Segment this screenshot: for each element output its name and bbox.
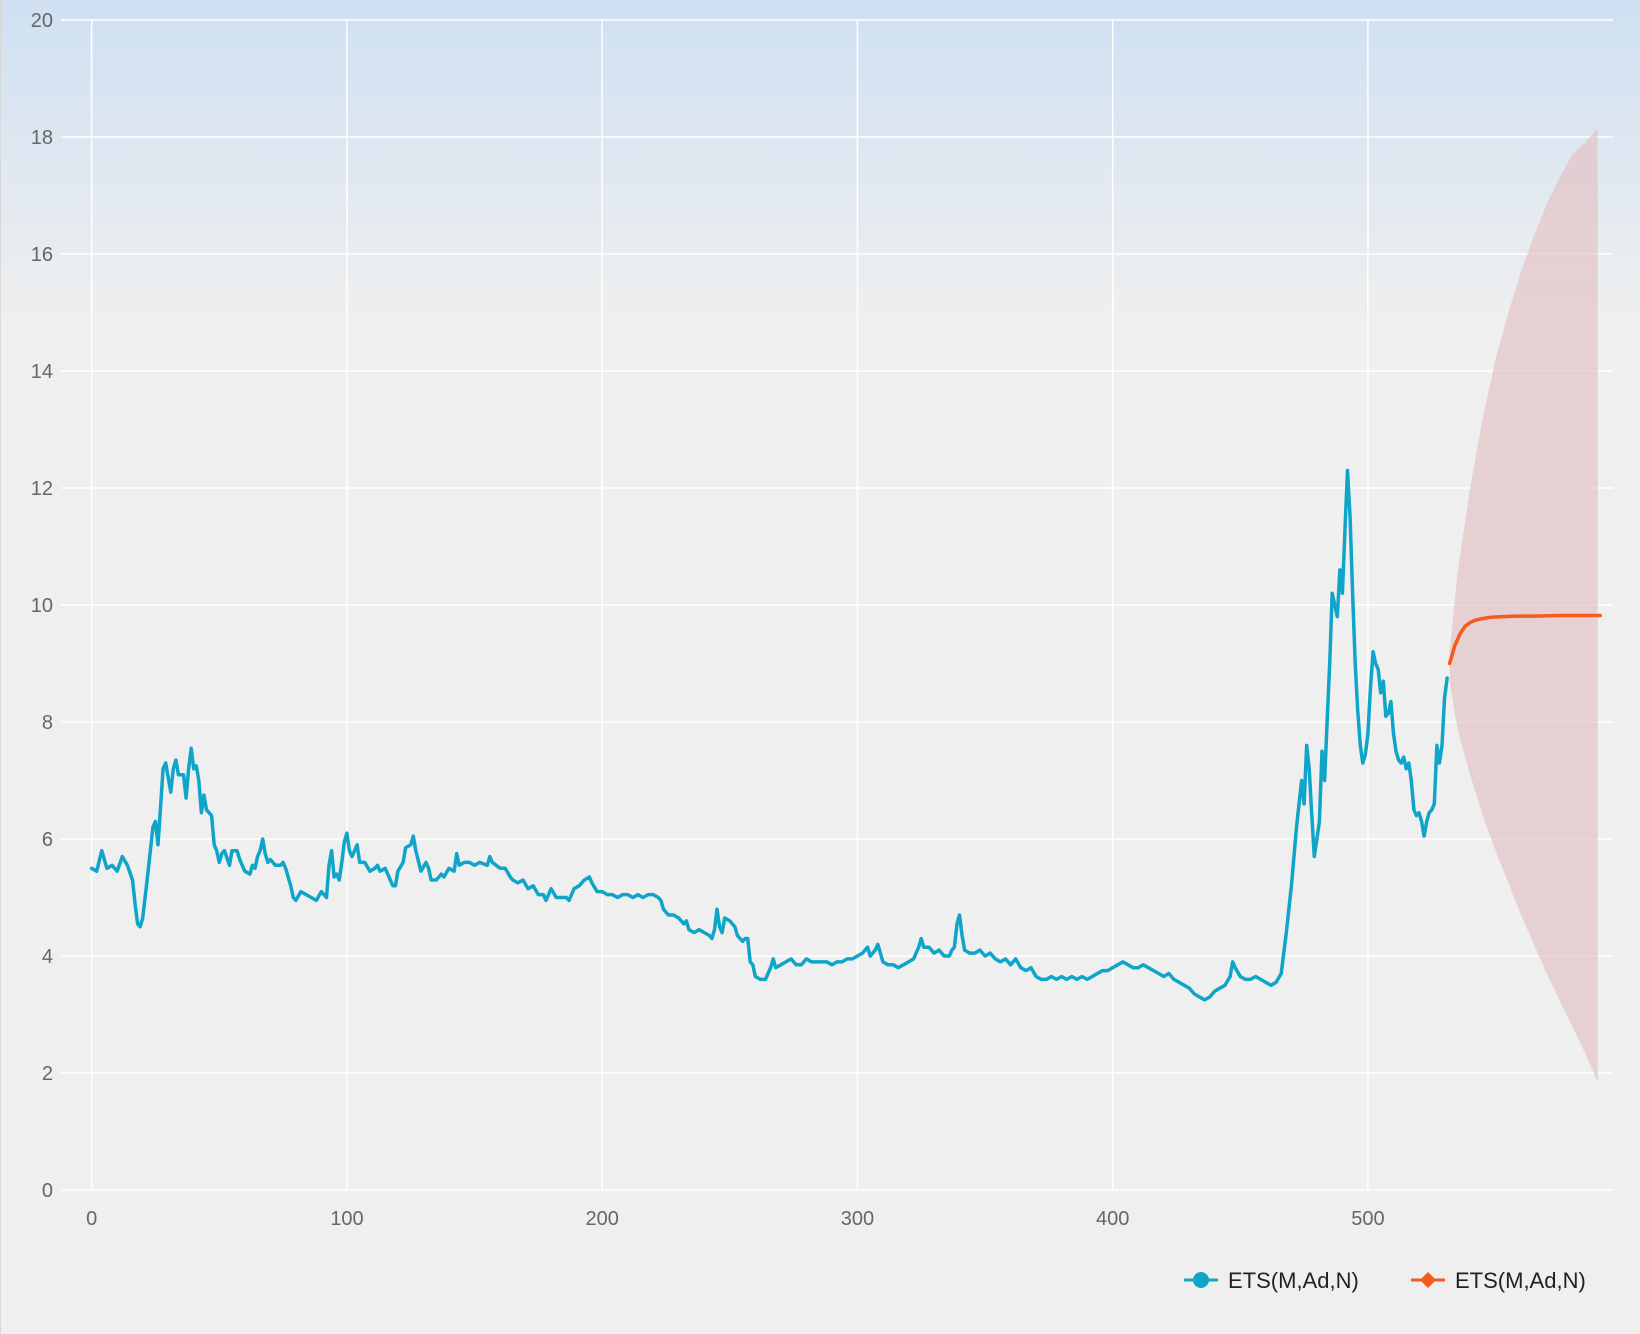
y-tick-label: 0 (42, 1180, 53, 1202)
legend-label: ETS(M,Ad,N) (1228, 1268, 1359, 1293)
y-tick-label: 14 (31, 361, 53, 383)
x-tick-label: 0 (86, 1208, 97, 1230)
y-tick-label: 6 (42, 829, 53, 851)
x-tick-label: 500 (1351, 1208, 1384, 1230)
y-tick-label: 12 (31, 478, 53, 500)
legend-item-forecast[interactable]: ETS(M,Ad,N) (1411, 1268, 1586, 1293)
forecast-series-line (1447, 613, 1602, 666)
y-tick-label: 18 (31, 127, 53, 149)
y-tick-label: 20 (31, 10, 53, 32)
x-tick-label: 300 (841, 1208, 874, 1230)
prediction-band (1449, 128, 1598, 1082)
history-series-line (89, 468, 1449, 1002)
series (89, 468, 1602, 1002)
legend-circle-marker (1193, 1272, 1209, 1288)
y-tick-label: 16 (31, 244, 53, 266)
y-tick-label: 8 (42, 712, 53, 734)
x-tick-label: 100 (330, 1208, 363, 1230)
x-tick-label: 200 (585, 1208, 618, 1230)
prediction-interval-band (1449, 128, 1598, 1082)
grid (61, 19, 1613, 1191)
x-tick-label: 400 (1096, 1208, 1129, 1230)
legend-item-history[interactable]: ETS(M,Ad,N) (1184, 1268, 1359, 1293)
legend[interactable]: ETS(M,Ad,N) ETS(M,Ad,N) (1184, 1268, 1586, 1293)
legend-label: ETS(M,Ad,N) (1455, 1268, 1586, 1293)
y-tick-label: 2 (42, 1063, 53, 1085)
y-tick-label: 10 (31, 595, 53, 617)
y-tick-label: 4 (42, 946, 53, 968)
legend-diamond-marker (1420, 1272, 1436, 1288)
